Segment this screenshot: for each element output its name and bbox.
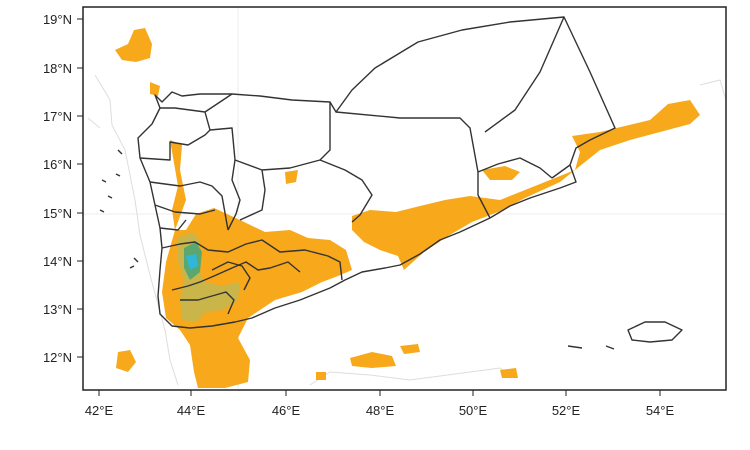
island-small-d bbox=[101, 179, 107, 183]
x-axis: 42°E 44°E 46°E 48°E 50°E 52°E 54°E bbox=[85, 390, 675, 418]
x-tick-label: 48°E bbox=[366, 403, 395, 418]
coastline bbox=[87, 74, 726, 386]
x-tick-label: 54°E bbox=[646, 403, 675, 418]
y-tick-label: 18°N bbox=[43, 61, 72, 76]
island-small-e bbox=[99, 209, 105, 213]
shade-peak-region bbox=[186, 254, 198, 270]
island-small-c bbox=[129, 265, 135, 269]
y-tick-label: 14°N bbox=[43, 254, 72, 269]
y-tick-label: 17°N bbox=[43, 109, 72, 124]
y-tick-label: 13°N bbox=[43, 302, 72, 317]
y-tick-label: 16°N bbox=[43, 157, 72, 172]
shade-region-central-north bbox=[482, 166, 520, 180]
island-small-f bbox=[117, 149, 123, 155]
x-tick-label: 52°E bbox=[552, 403, 581, 418]
shade-region-south-west bbox=[116, 350, 136, 372]
x-tick-label: 44°E bbox=[177, 403, 206, 418]
shade-region-red-sea-north bbox=[115, 28, 152, 62]
shade-region-central-patch bbox=[285, 170, 298, 184]
island-small-b bbox=[605, 345, 615, 350]
shade-light-regions bbox=[115, 28, 700, 388]
country-outline bbox=[137, 16, 616, 329]
shade-region-gulf-aden bbox=[350, 352, 396, 368]
shade-region-eastern-band bbox=[352, 100, 700, 270]
x-tick-label: 42°E bbox=[85, 403, 114, 418]
x-tick-label: 50°E bbox=[459, 403, 488, 418]
map-frame bbox=[82, 6, 727, 391]
admin-borders bbox=[99, 16, 683, 350]
socotra-island bbox=[627, 321, 683, 343]
shade-region-tihama bbox=[150, 82, 160, 96]
island-small-h bbox=[107, 195, 113, 199]
shade-region-gulf-aden-small-b bbox=[500, 368, 518, 378]
precipitation-shading bbox=[115, 28, 700, 388]
island-small-g bbox=[115, 173, 121, 177]
y-tick-label: 12°N bbox=[43, 350, 72, 365]
y-axis: 12°N 13°N 14°N 15°N 16°N 17°N 18°N 19°N bbox=[43, 12, 83, 365]
island-small-a bbox=[567, 345, 583, 349]
y-tick-label: 19°N bbox=[43, 12, 72, 27]
x-tick-label: 46°E bbox=[272, 403, 301, 418]
shade-region-gulf-aden-small-c bbox=[316, 372, 326, 380]
governorate-lines bbox=[139, 16, 571, 315]
island-small-i bbox=[133, 257, 139, 263]
shade-region-gulf-aden-small-a bbox=[400, 344, 420, 354]
y-tick-label: 15°N bbox=[43, 206, 72, 221]
